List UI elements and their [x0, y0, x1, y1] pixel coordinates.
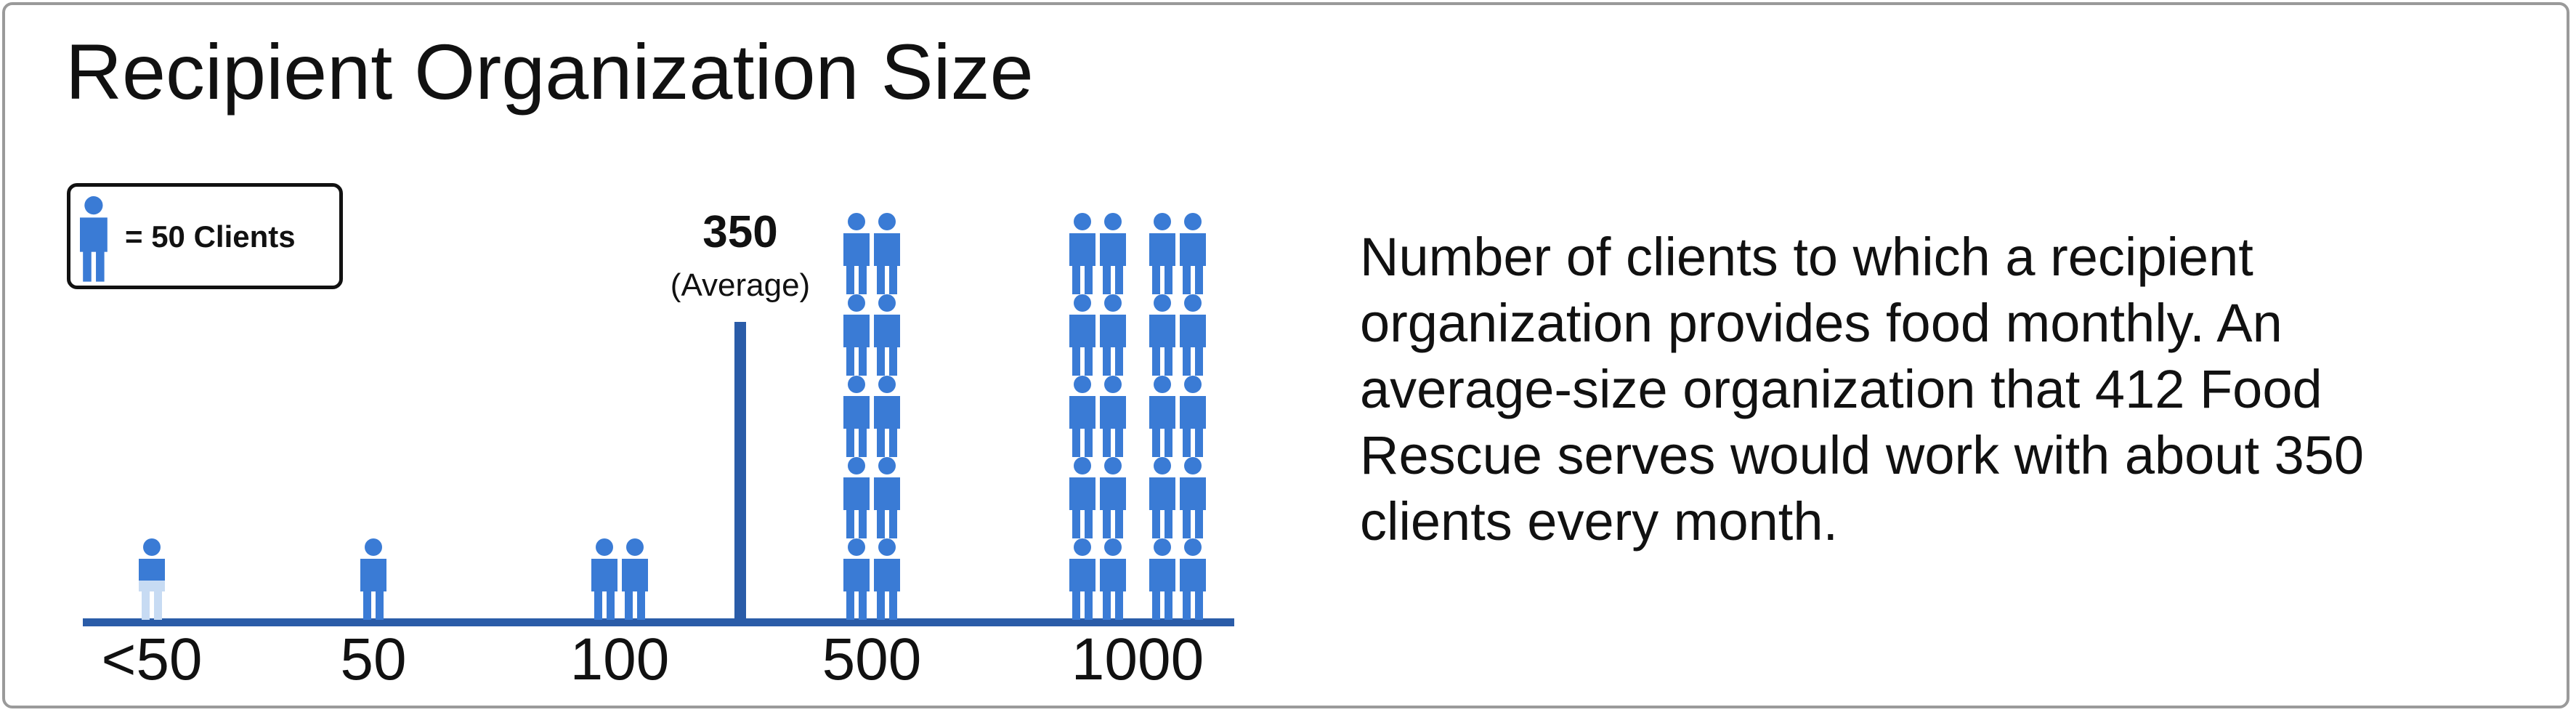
person-icon-partial: [139, 538, 165, 620]
person-icon: [1100, 538, 1126, 620]
person-icon: [622, 538, 648, 620]
person-icon: [1180, 457, 1206, 538]
bar-100: [591, 538, 648, 620]
description-text: Number of clients to which a recipient o…: [1360, 227, 2365, 552]
person-icon: [360, 538, 386, 620]
bar-<50: [139, 538, 165, 620]
bar-500: [843, 213, 900, 620]
person-icon: [843, 294, 870, 376]
bar-50: [360, 538, 386, 620]
person-icon: [874, 538, 900, 620]
bar-1000: [1069, 213, 1206, 620]
person-icon: [1149, 538, 1175, 620]
person-icon: [1100, 376, 1126, 457]
person-icon: [843, 376, 870, 457]
person-icon: [1100, 457, 1126, 538]
x-axis-line: [83, 618, 1234, 626]
person-icon: [1180, 376, 1206, 457]
legend-person-icon-shape: [80, 196, 108, 282]
person-icon: [1069, 294, 1095, 376]
person-icon: [1149, 213, 1175, 294]
average-value-label: 350: [702, 207, 777, 257]
x-tick-label: 500: [822, 626, 922, 692]
average-marker-line: [734, 322, 746, 626]
average-sublabel: (Average): [671, 267, 810, 303]
person-icon: [591, 538, 617, 620]
person-icon: [1180, 538, 1206, 620]
person-icon: [1069, 213, 1095, 294]
legend-person-icon: [80, 196, 108, 282]
x-tick-label: <50: [101, 626, 202, 692]
legend: [67, 183, 343, 289]
person-icon: [1069, 538, 1095, 620]
person-icon: [874, 376, 900, 457]
person-icon: [1149, 376, 1175, 457]
person-icon: [1180, 294, 1206, 376]
legend-label: = 50 Clients: [125, 219, 296, 254]
person-icon: [1100, 294, 1126, 376]
person-icon: [843, 457, 870, 538]
person-icon: [843, 538, 870, 620]
x-tick-label: 100: [570, 626, 670, 692]
person-icon: [1149, 294, 1175, 376]
person-icon: [874, 213, 900, 294]
person-icon: [1149, 457, 1175, 538]
x-tick-label: 50: [340, 626, 406, 692]
person-icon: [1100, 213, 1126, 294]
person-icon: [874, 457, 900, 538]
person-icon: [874, 294, 900, 376]
person-icon: [1069, 376, 1095, 457]
person-icon: [1180, 213, 1206, 294]
chart-title: Recipient Organization Size: [65, 28, 1034, 116]
person-icon: [1069, 457, 1095, 538]
x-tick-label: 1000: [1072, 626, 1204, 692]
person-icon: [843, 213, 870, 294]
